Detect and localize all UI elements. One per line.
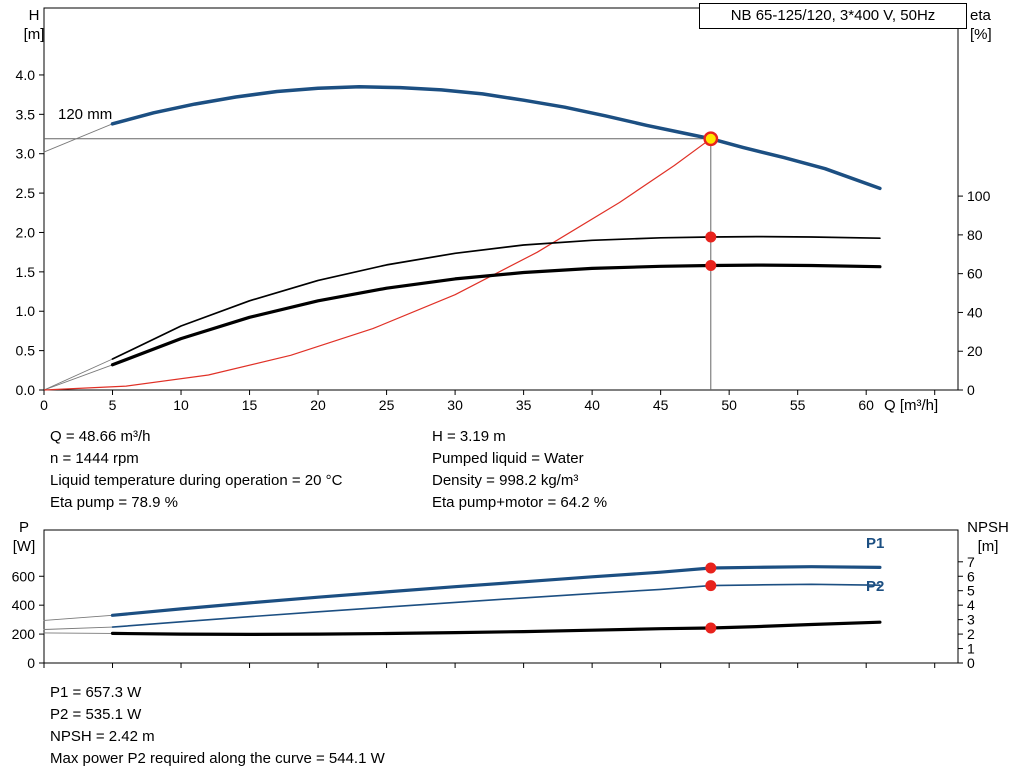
h-value-text: H = 3.19 m	[432, 428, 506, 445]
eta-pump-text: Eta pump = 78.9 %	[50, 494, 178, 511]
y-left-tick-label: 4.0	[16, 67, 36, 83]
y-right-tick-label: 20	[967, 343, 983, 359]
npsh-curve	[110, 620, 882, 637]
npsh-value-text: NPSH = 2.42 m	[50, 728, 155, 745]
y-right-tick-label: 3	[967, 612, 975, 628]
p1-curve	[110, 565, 882, 617]
eta-pump-motor-duty-point	[705, 260, 717, 272]
p1-value-text: P1 = 657.3 W	[50, 684, 142, 701]
y-left-tick-label: 1.5	[16, 264, 36, 280]
y-left-tick-label: 0.5	[16, 343, 36, 359]
y-left-tick-label: 1.0	[16, 303, 36, 319]
x-tick-label: 35	[516, 397, 532, 413]
x-tick-label: 50	[721, 397, 737, 413]
x-tick-label: 25	[379, 397, 395, 413]
x-tick-label: 30	[447, 397, 463, 413]
pumped-liquid-text: Pumped liquid = Water	[432, 450, 584, 467]
y-left-tick-label: 0	[27, 655, 35, 671]
eta-pump-motor-extension-line	[43, 364, 113, 391]
q-axis-label: Q [m³/h]	[884, 397, 939, 414]
y-right-tick-label: 40	[967, 304, 983, 320]
x-tick-label: 60	[858, 397, 874, 413]
qh-extension-line	[43, 123, 113, 153]
y-right-tick-label: 5	[967, 583, 975, 599]
y-left-tick-label: 3.0	[16, 146, 36, 162]
x-tick-label: 0	[40, 397, 48, 413]
qh-eta-chart: 0.0 0.5 1.0 1.5 2.0 2.5 3.0 3.5 4.0 0 20 40 60 80 100 0…	[16, 7, 991, 413]
max-p2-text: Max power P2 required along the curve = …	[50, 750, 385, 767]
y-right-tick-label: 1	[967, 641, 975, 657]
eta-axis-label: eta [%]	[970, 7, 992, 43]
y-right-tick-label: 60	[967, 266, 983, 282]
p2-extension-line	[43, 626, 113, 630]
qh-eta-chart-frame	[43, 7, 959, 391]
x-tick-label: 45	[653, 397, 669, 413]
p2-curve-label: P2	[866, 578, 885, 595]
y-right-tick-label: 0	[967, 655, 975, 671]
duty-info-left-column: Q = 48.66 m³/h n = 1444 rpm Liquid tempe…	[50, 426, 342, 514]
p2-value-text: P2 = 535.1 W	[50, 706, 142, 723]
liquid-temperature-text: Liquid temperature during operation = 20…	[50, 472, 343, 489]
y-left-tick-label: 2.0	[16, 224, 36, 240]
y-left-tick-label: 2.5	[16, 185, 36, 201]
y-right-tick-label: 6	[967, 568, 975, 584]
npsh-extension-line	[43, 632, 113, 634]
eta-pump-extension-line	[43, 358, 113, 391]
x-tick-label: 10	[173, 397, 189, 413]
system-curve	[43, 138, 712, 391]
y-right-tick-label: 0	[967, 382, 975, 398]
speed-value-text: n = 1444 rpm	[50, 450, 139, 467]
eta-pump-curve	[111, 235, 881, 360]
p-axis-label: P [W]	[12, 519, 36, 555]
x-tick-label: 15	[242, 397, 258, 413]
p1-duty-point	[705, 562, 717, 574]
power-info-column: P1 = 657.3 W P2 = 535.1 W NPSH = 2.42 m …	[50, 682, 385, 770]
p1-curve-label: P1	[866, 535, 885, 552]
y-left-tick-label: 0.0	[16, 382, 36, 398]
density-text: Density = 998.2 kg/m³	[432, 472, 579, 489]
y-right-tick-label: 100	[967, 188, 991, 204]
x-tick-label: 55	[790, 397, 806, 413]
duty-info-right-column: H = 3.19 m Pumped liquid = Water Density…	[432, 426, 607, 514]
y-right-tick-label: 80	[967, 227, 983, 243]
y-right-tick-label: 7	[967, 554, 975, 570]
qh-curve	[110, 85, 882, 191]
y-left-tick-label: 400	[12, 597, 36, 613]
h-axis-label: H [m]	[23, 7, 45, 43]
eta-pump-duty-point	[705, 231, 717, 243]
p1-extension-line	[43, 614, 113, 621]
npsh-duty-point	[705, 622, 717, 634]
y-right-tick-label: 2	[967, 626, 975, 642]
y-left-tick-label: 200	[12, 626, 36, 642]
y-left-tick-label: 3.5	[16, 106, 36, 122]
impeller-diameter-label: 120 mm	[58, 106, 113, 123]
eta-pump-motor-curve	[110, 263, 882, 367]
p2-curve	[111, 583, 881, 628]
x-tick-label: 40	[584, 397, 600, 413]
q-value-text: Q = 48.66 m³/h	[50, 428, 151, 445]
npsh-axis-label: NPSH [m]	[967, 519, 1009, 555]
y-right-tick-label: 4	[967, 597, 975, 613]
duty-point	[703, 131, 719, 147]
x-tick-label: 5	[109, 397, 117, 413]
y-left-tick-label: 600	[12, 568, 36, 584]
p2-duty-point	[705, 580, 717, 592]
power-npsh-chart-frame	[43, 529, 959, 664]
x-tick-label: 20	[310, 397, 326, 413]
eta-pump-motor-text: Eta pump+motor = 64.2 %	[432, 494, 608, 511]
pump-designation-box: NB 65-125/120, 3*400 V, 50Hz	[699, 3, 967, 29]
